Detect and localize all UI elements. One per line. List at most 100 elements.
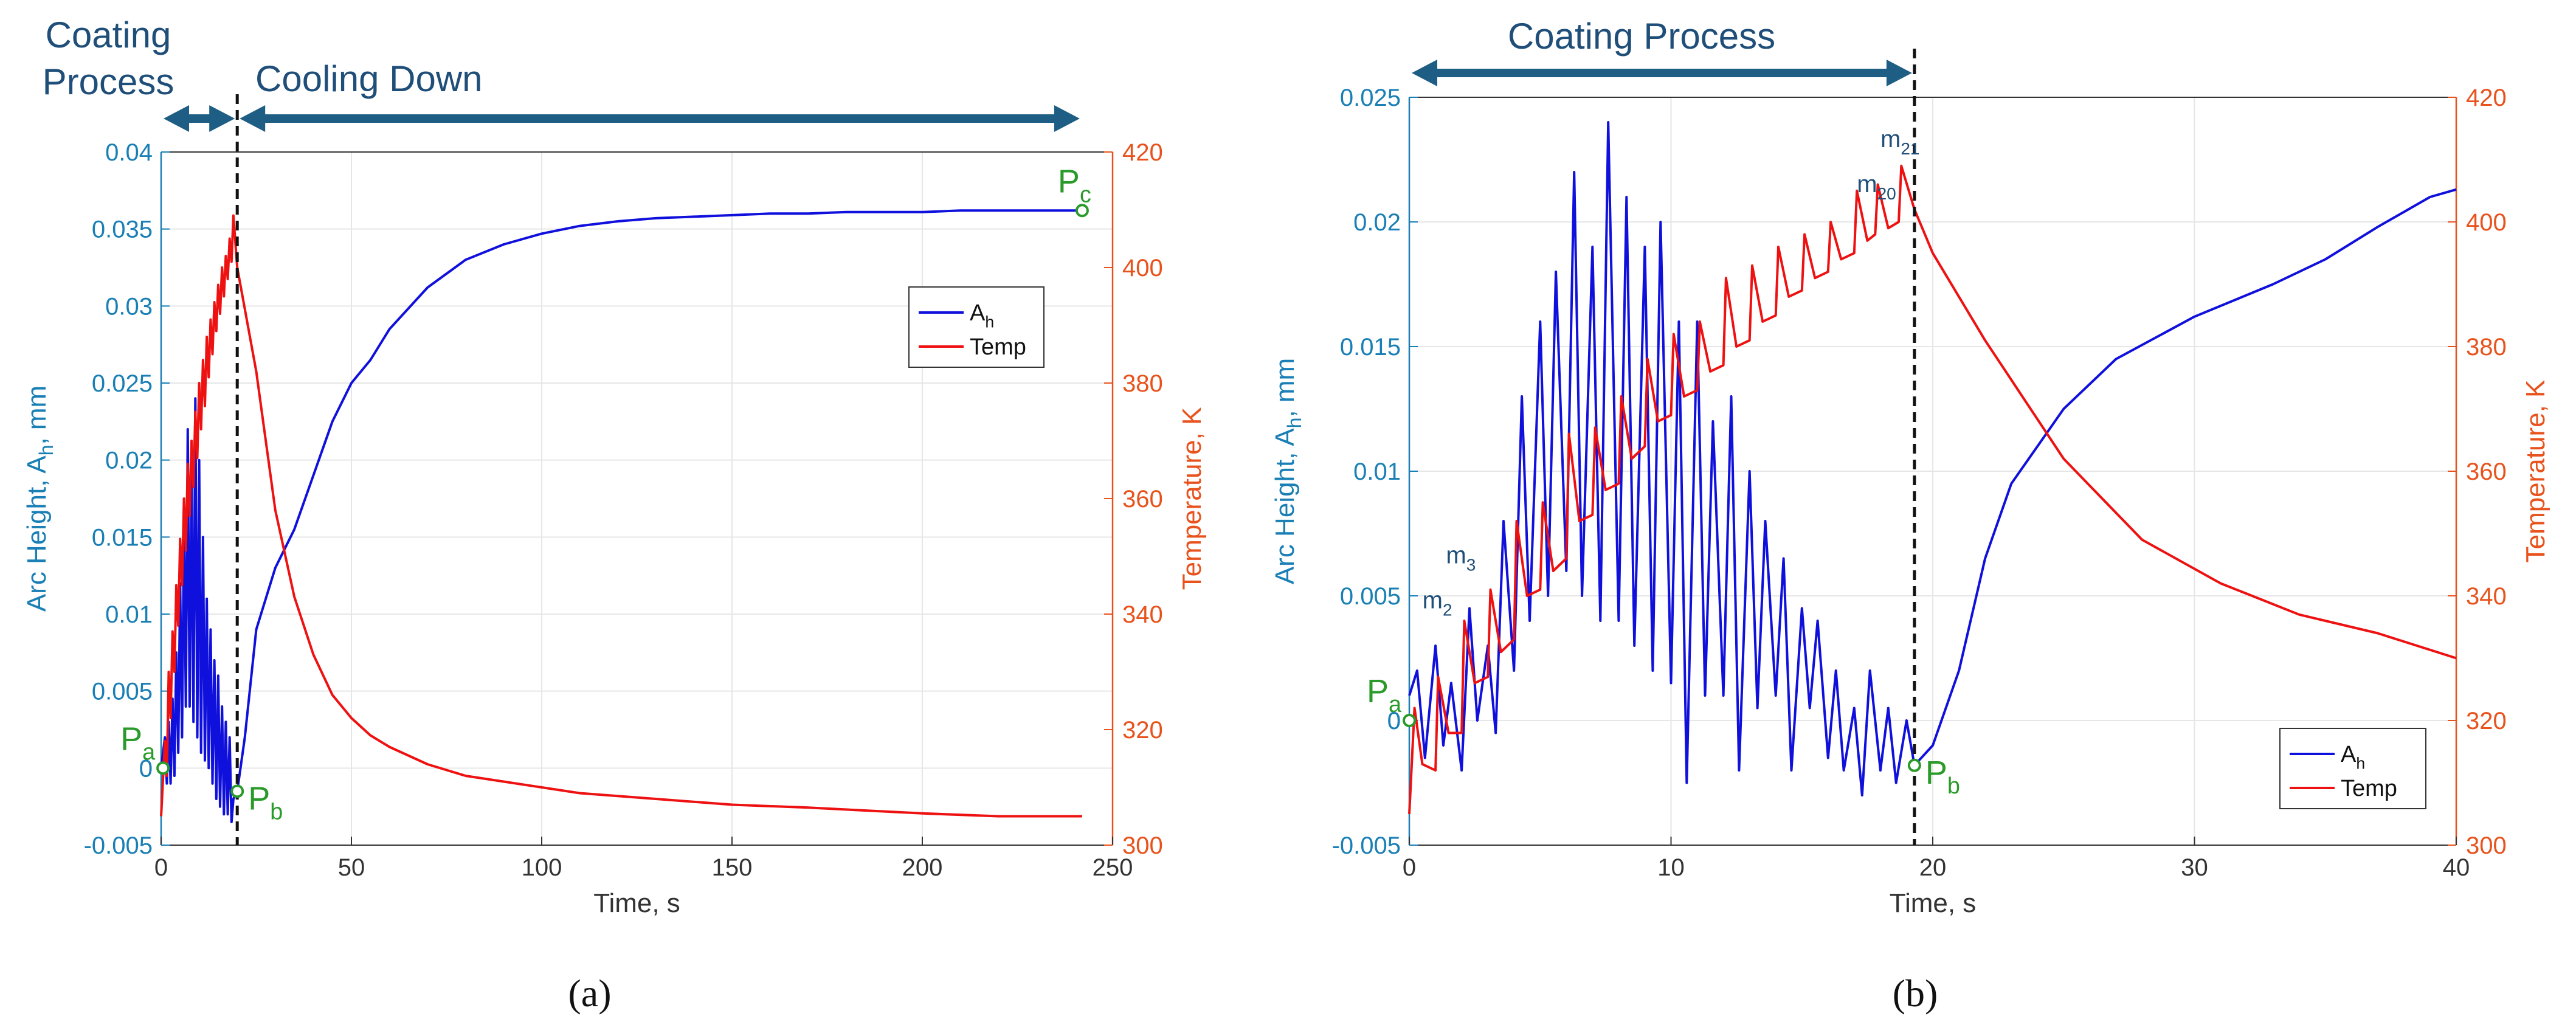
peak-label-m3: m3 <box>1446 542 1476 575</box>
point-label-Pb-main: P <box>1925 755 1947 791</box>
zero-label: 0 <box>1387 708 1401 734</box>
point-label-Pa-main: P <box>120 720 142 757</box>
legend-entry-temp-main: Temp <box>2341 776 2397 801</box>
phase-arrow-head-right <box>1886 60 1912 86</box>
legend: Ah Temp <box>2279 728 2426 809</box>
legend-entry-ah-main: A <box>970 300 986 326</box>
y-left-tick-label: 0.005 <box>92 679 153 705</box>
point-label-Pb-sub: b <box>1947 773 1960 799</box>
peak-label-m21-main: m <box>1880 126 1901 153</box>
peak-label-m20: m20 <box>1857 171 1896 203</box>
y-left-axis-label-part: Arc Height, A <box>22 455 52 612</box>
peak-label-m2-main: m <box>1423 587 1443 614</box>
legend-entry-ah: Ah <box>970 300 994 331</box>
y-left-tick-label: 0.025 <box>92 370 153 397</box>
y-left-axis-label-part: , mm <box>1270 358 1300 418</box>
legend-entry-temp: Temp <box>970 334 1026 360</box>
y-left-tick-label: 0 <box>139 755 153 782</box>
x-tick-label: 250 <box>1093 854 1133 881</box>
y-right-tick-label: 340 <box>1122 601 1163 628</box>
y-left-axis-label-part: h <box>1283 418 1305 429</box>
peak-label-m3-sub: 3 <box>1466 556 1476 575</box>
y-left-tick-label: -0.005 <box>1332 832 1401 859</box>
y-left-tick-label: 0.02 <box>1353 209 1401 236</box>
y-left-axis-label-part: h <box>35 445 57 456</box>
x-tick-label: 20 <box>1919 854 1947 881</box>
phase-label: Coating <box>46 15 171 55</box>
point-label-Pa: Pa <box>120 720 156 765</box>
legend-box <box>908 286 1045 368</box>
phase-label: Cooling Down <box>255 58 483 99</box>
caption-a: (a) <box>568 972 611 1015</box>
legend: Ah Temp <box>908 286 1045 368</box>
peak-label-m20-sub: 20 <box>1877 184 1896 203</box>
y-left-tick-label: 0.01 <box>105 601 153 628</box>
y-left-tick-label: 0.03 <box>105 293 153 320</box>
legend-entry-ah: Ah <box>2341 742 2365 772</box>
y-left-tick-label: 0.005 <box>1340 583 1401 610</box>
legend-entry-ah-main: A <box>2341 742 2357 767</box>
y-right-tick-label: 340 <box>2466 583 2507 610</box>
peak-label-m21-sub: 21 <box>1901 139 1919 158</box>
y-right-tick-label: 300 <box>1122 832 1163 859</box>
y-right-tick-label: 360 <box>1122 486 1163 513</box>
y-right-tick-label: 400 <box>2466 209 2507 236</box>
series-line-arc-height <box>1408 121 2457 796</box>
x-tick-label: 200 <box>902 854 943 881</box>
y-left-tick-label: 0.015 <box>92 524 153 551</box>
point-marker-Pc <box>1075 204 1089 218</box>
point-label-Pa-main: P <box>1367 673 1389 710</box>
point-label-Pa-sub: a <box>142 740 156 765</box>
y-left-axis-label: Arc Height, Ah, mm <box>1270 358 1305 584</box>
point-label-Pa-sub: a <box>1389 692 1402 717</box>
y-right-tick-label: 320 <box>1122 717 1163 744</box>
peak-label-m3-main: m <box>1446 542 1466 569</box>
peak-label-m20-main: m <box>1857 171 1877 198</box>
y-right-tick-label: 380 <box>1122 370 1163 397</box>
phase-arrow-head-left <box>164 105 189 132</box>
x-axis-label: Time, s <box>593 888 680 918</box>
y-left-tick-label: 0.04 <box>105 139 153 166</box>
y-right-tick-label: 320 <box>2466 708 2507 734</box>
y-right-tick-label: 380 <box>2466 334 2507 361</box>
y-right-tick-label: 420 <box>2466 85 2507 111</box>
phase-label: Coating Process <box>1508 16 1775 57</box>
y-left-axis-label-part: Arc Height, A <box>1270 428 1300 584</box>
point-label-Pc-sub: c <box>1080 182 1091 207</box>
y-left-tick-label: 0.01 <box>1353 458 1401 485</box>
phase-arrow-head-left <box>240 105 266 132</box>
x-tick-label: 0 <box>1403 854 1416 881</box>
point-marker-Pb <box>1907 758 1921 772</box>
point-label-Pb-main: P <box>248 780 270 817</box>
x-axis-label: Time, s <box>1890 888 1977 918</box>
phase-label: Process <box>43 61 174 102</box>
y-left-tick-label: 0.035 <box>92 216 153 243</box>
zero-label: 0 <box>139 755 153 782</box>
y-left-tick-label: 0.025 <box>1340 85 1401 111</box>
peak-label-m21: m21 <box>1880 126 1919 158</box>
peak-label-m2: m2 <box>1423 587 1452 620</box>
x-tick-label: 0 <box>154 854 168 881</box>
y-left-tick-label: 0 <box>1387 708 1401 734</box>
point-label-Pb: Pb <box>248 780 283 824</box>
point-label-Pc-main: P <box>1058 163 1080 199</box>
x-tick-label: 50 <box>338 854 365 881</box>
y-right-tick-label: 420 <box>1122 139 1163 166</box>
point-label-Pb-sub: b <box>270 800 283 825</box>
y-right-axis-label: Temperature, K <box>1177 407 1207 590</box>
series-line-temperature <box>160 214 1082 818</box>
phase-arrow-head-left <box>1412 60 1437 86</box>
point-marker-Pa <box>1403 714 1416 727</box>
phase-arrow-head-right <box>1054 105 1080 132</box>
point-marker-Pa <box>156 761 170 775</box>
x-tick-label: 30 <box>2181 854 2208 881</box>
y-right-tick-label: 300 <box>2466 832 2507 859</box>
legend-box <box>2279 728 2426 809</box>
point-label-Pc: Pc <box>1058 163 1091 207</box>
legend-entry-temp-main: Temp <box>970 334 1026 360</box>
phase-arrow-head-right <box>209 105 235 132</box>
x-tick-label: 40 <box>2443 854 2470 881</box>
